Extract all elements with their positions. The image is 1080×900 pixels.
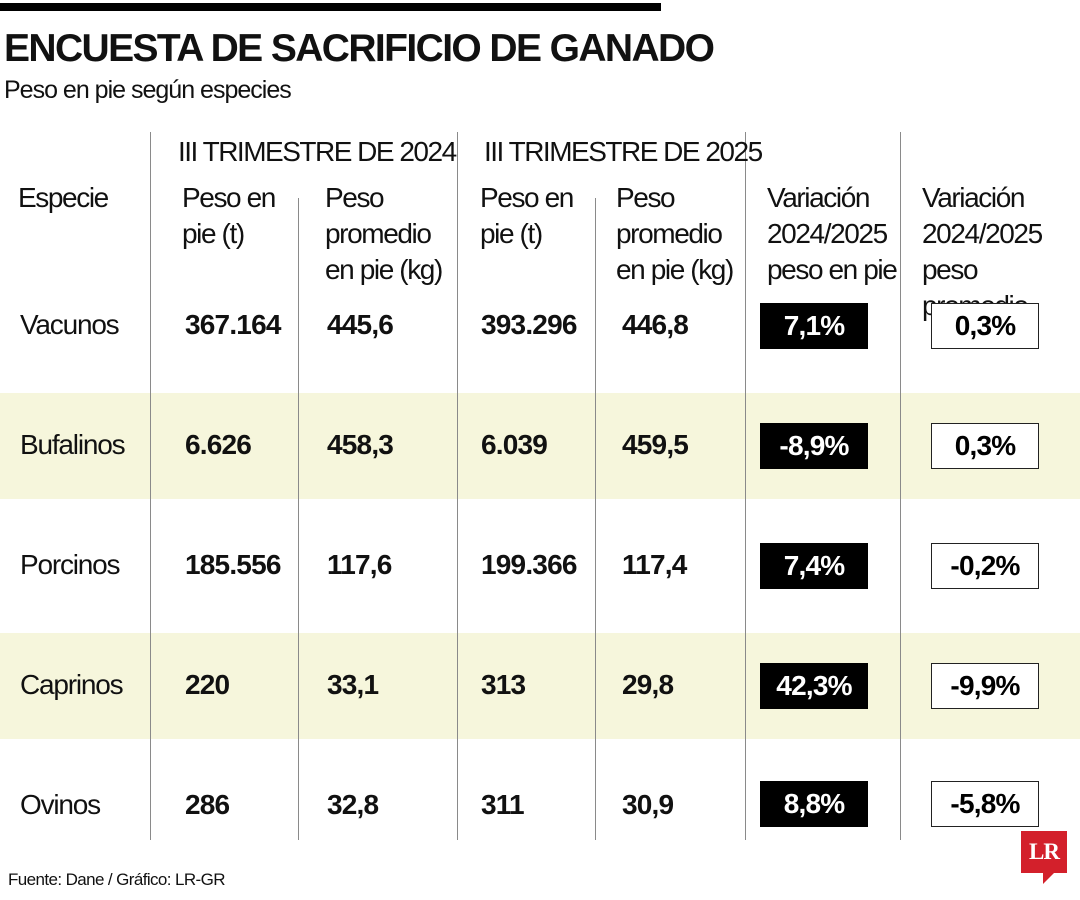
variation-weight-badge: 7,4%: [760, 543, 868, 589]
table-cell: 6.039: [481, 429, 548, 460]
table-cell: 29,8: [622, 669, 674, 700]
divider-group-2025-left: [457, 132, 458, 840]
col-header-line: promedio: [616, 218, 723, 249]
table-cell: 311: [481, 789, 525, 820]
col-header-line: Peso: [616, 182, 676, 213]
col-header-line: Peso: [325, 182, 385, 213]
table-cell: 6.626: [185, 429, 252, 460]
table-cell: 117,4: [622, 549, 687, 580]
variation-avg-badge: -0,2%: [931, 543, 1039, 589]
col-header-var-weight: Variación 2024/2025 peso en pie: [767, 180, 898, 288]
table-cell: 30,9: [622, 789, 674, 820]
variation-weight-badge: -8,9%: [760, 423, 868, 469]
col-header-species: Especie: [18, 182, 109, 213]
col-header-line: Peso en: [182, 182, 276, 213]
table-cell: 220: [185, 669, 230, 700]
col-header-avg-2024: Peso promedio en pie (kg): [325, 180, 443, 288]
source-note: Fuente: Dane / Gráfico: LR-GR: [8, 870, 226, 889]
col-header-line: Variación: [767, 182, 870, 213]
variation-avg-badge: 0,3%: [931, 423, 1039, 469]
table-cell: 199.366: [481, 549, 577, 580]
variation-avg-badge: -5,8%: [931, 781, 1039, 827]
col-header-line: 2024/2025: [767, 218, 888, 249]
group-header-2025: III TRIMESTRE DE 2025: [484, 136, 763, 167]
variation-weight-badge: 8,8%: [760, 781, 868, 827]
col-header-line: en pie (kg): [325, 254, 443, 285]
top-rule: [0, 3, 661, 11]
variation-avg-badge: 0,3%: [931, 303, 1039, 349]
table-cell: 393.296: [481, 309, 577, 340]
variation-weight-badge: 7,1%: [760, 303, 868, 349]
table-cell: 313: [481, 669, 526, 700]
col-header-line: en pie (kg): [616, 254, 734, 285]
table-cell: 367.164: [185, 309, 281, 340]
row-species-label: Ovinos: [20, 789, 101, 820]
chart-subtitle: Peso en pie según especies: [4, 76, 292, 104]
col-header-line: peso en pie: [767, 254, 898, 285]
row-species-label: Vacunos: [20, 309, 120, 340]
table-cell: 459,5: [622, 429, 689, 460]
row-species-label: Caprinos: [20, 669, 124, 700]
col-header-line: promedio: [325, 218, 432, 249]
row-band-caprinos: [0, 633, 1080, 739]
table-cell: 117,6: [327, 549, 392, 580]
table-cell: 33,1: [327, 669, 379, 700]
table-cell: 458,3: [327, 429, 394, 460]
col-header-line: 2024/2025: [922, 218, 1043, 249]
divider-variation-right: [900, 132, 901, 840]
chart-title: ENCUESTA DE SACRIFICIO DE GANADO: [4, 27, 715, 70]
lr-logo-tail: [1043, 872, 1055, 884]
table-cell: 445,6: [327, 309, 394, 340]
col-header-line: pie (t): [182, 218, 245, 249]
col-header-avg-2025: Peso promedio en pie (kg): [616, 180, 734, 288]
col-header-weight-2024: Peso en pie (t): [182, 180, 276, 252]
variation-avg-badge: -9,9%: [931, 663, 1039, 709]
table-cell: 32,8: [327, 789, 379, 820]
divider-variation-left: [745, 132, 746, 840]
table-cell: 185.556: [185, 549, 281, 580]
lr-logo: LR: [1021, 831, 1067, 873]
table-cell: 446,8: [622, 309, 689, 340]
table-cell: 286: [185, 789, 230, 820]
group-header-2024: III TRIMESTRE DE 2024: [178, 136, 457, 167]
col-header-line: pie (t): [480, 218, 543, 249]
variation-weight-badge: 42,3%: [760, 663, 868, 709]
row-species-label: Porcinos: [20, 549, 121, 580]
divider-2024-inner: [298, 198, 299, 840]
col-header-line: Peso en: [480, 182, 574, 213]
divider-group-2024-left: [150, 132, 151, 840]
col-header-line: Variación: [922, 182, 1025, 213]
row-species-label: Bufalinos: [20, 429, 126, 460]
divider-2025-inner: [595, 198, 596, 840]
col-header-weight-2025: Peso en pie (t): [480, 180, 574, 252]
